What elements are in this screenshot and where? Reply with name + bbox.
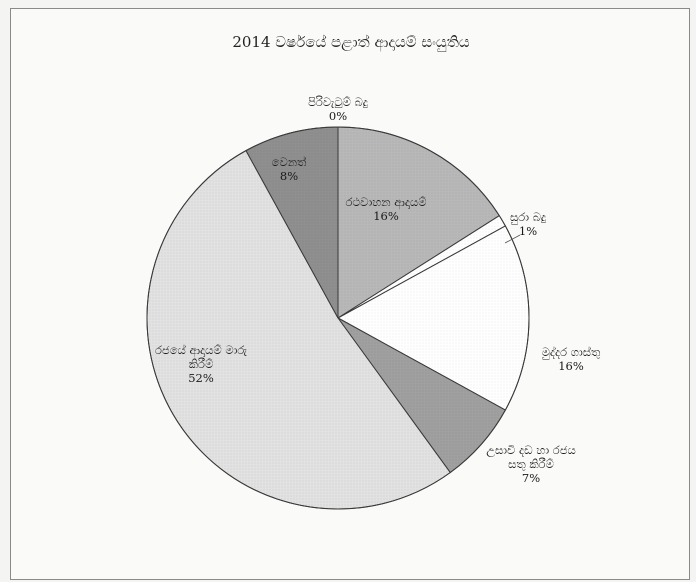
data-label-other-line-1: වෙනත්	[272, 155, 307, 169]
data-label-revenue-transfers-line-2: කිරීම්	[189, 357, 214, 371]
data-label-court-fines-line-1: උසාවි දඩ හා රජය	[486, 443, 576, 458]
leader-line-excise-tax	[504, 234, 521, 244]
pie-slice-texture-vehicle-revenue	[338, 127, 500, 318]
chart-title: 2014 වර්ෂයේ පළාත් ආදායම් සංයුතිය	[232, 33, 470, 51]
pie-slice-texture-stamp-duty	[338, 225, 529, 411]
data-label-vehicle-revenue-line-2: 16%	[373, 209, 399, 223]
data-label-excise-tax-line-2: 1%	[519, 224, 537, 238]
data-label-revenue-transfers-line-3: 52%	[188, 371, 214, 385]
data-label-revenue-transfers-line-1: රජයේ ආදායම් මාරු	[155, 343, 248, 358]
pie-outline	[146, 126, 530, 510]
data-label-court-fines-line-2: සතු කිරීම්	[508, 457, 555, 471]
data-label-court-fines-line-3: 7%	[522, 471, 540, 485]
data-label-other-line-2: 8%	[280, 169, 298, 183]
chart-frame: 2014 වර්ෂයේ පළාත් ආදායම් සංයුතිය පිරිවැට…	[10, 8, 690, 580]
pie-slice-texture-excise-tax	[338, 215, 506, 318]
data-label-stamp-duty-line-1: මුද්දර ගාස්තු	[541, 345, 601, 360]
data-label-excise-tax-line-1: සුරා බදු	[510, 210, 547, 225]
data-label-turnover-tax-line-1: පිරිවැටුම් බදු	[308, 95, 369, 109]
pie-slice-texture-other	[245, 127, 338, 318]
data-label-vehicle-revenue-line-1: රථවාහන ආදායම්	[345, 195, 427, 210]
data-label-turnover-tax-line-2: 0%	[329, 109, 347, 123]
pie-chart: පිරිවැටුම් බදු0%රථවාහන ආදායම්16% සුරා බදු…	[146, 95, 601, 510]
data-label-stamp-duty-line-2: 16%	[558, 359, 584, 373]
pie-slice-texture-revenue-transfers	[147, 150, 451, 509]
pie-slice-texture-court-fines	[338, 318, 506, 473]
